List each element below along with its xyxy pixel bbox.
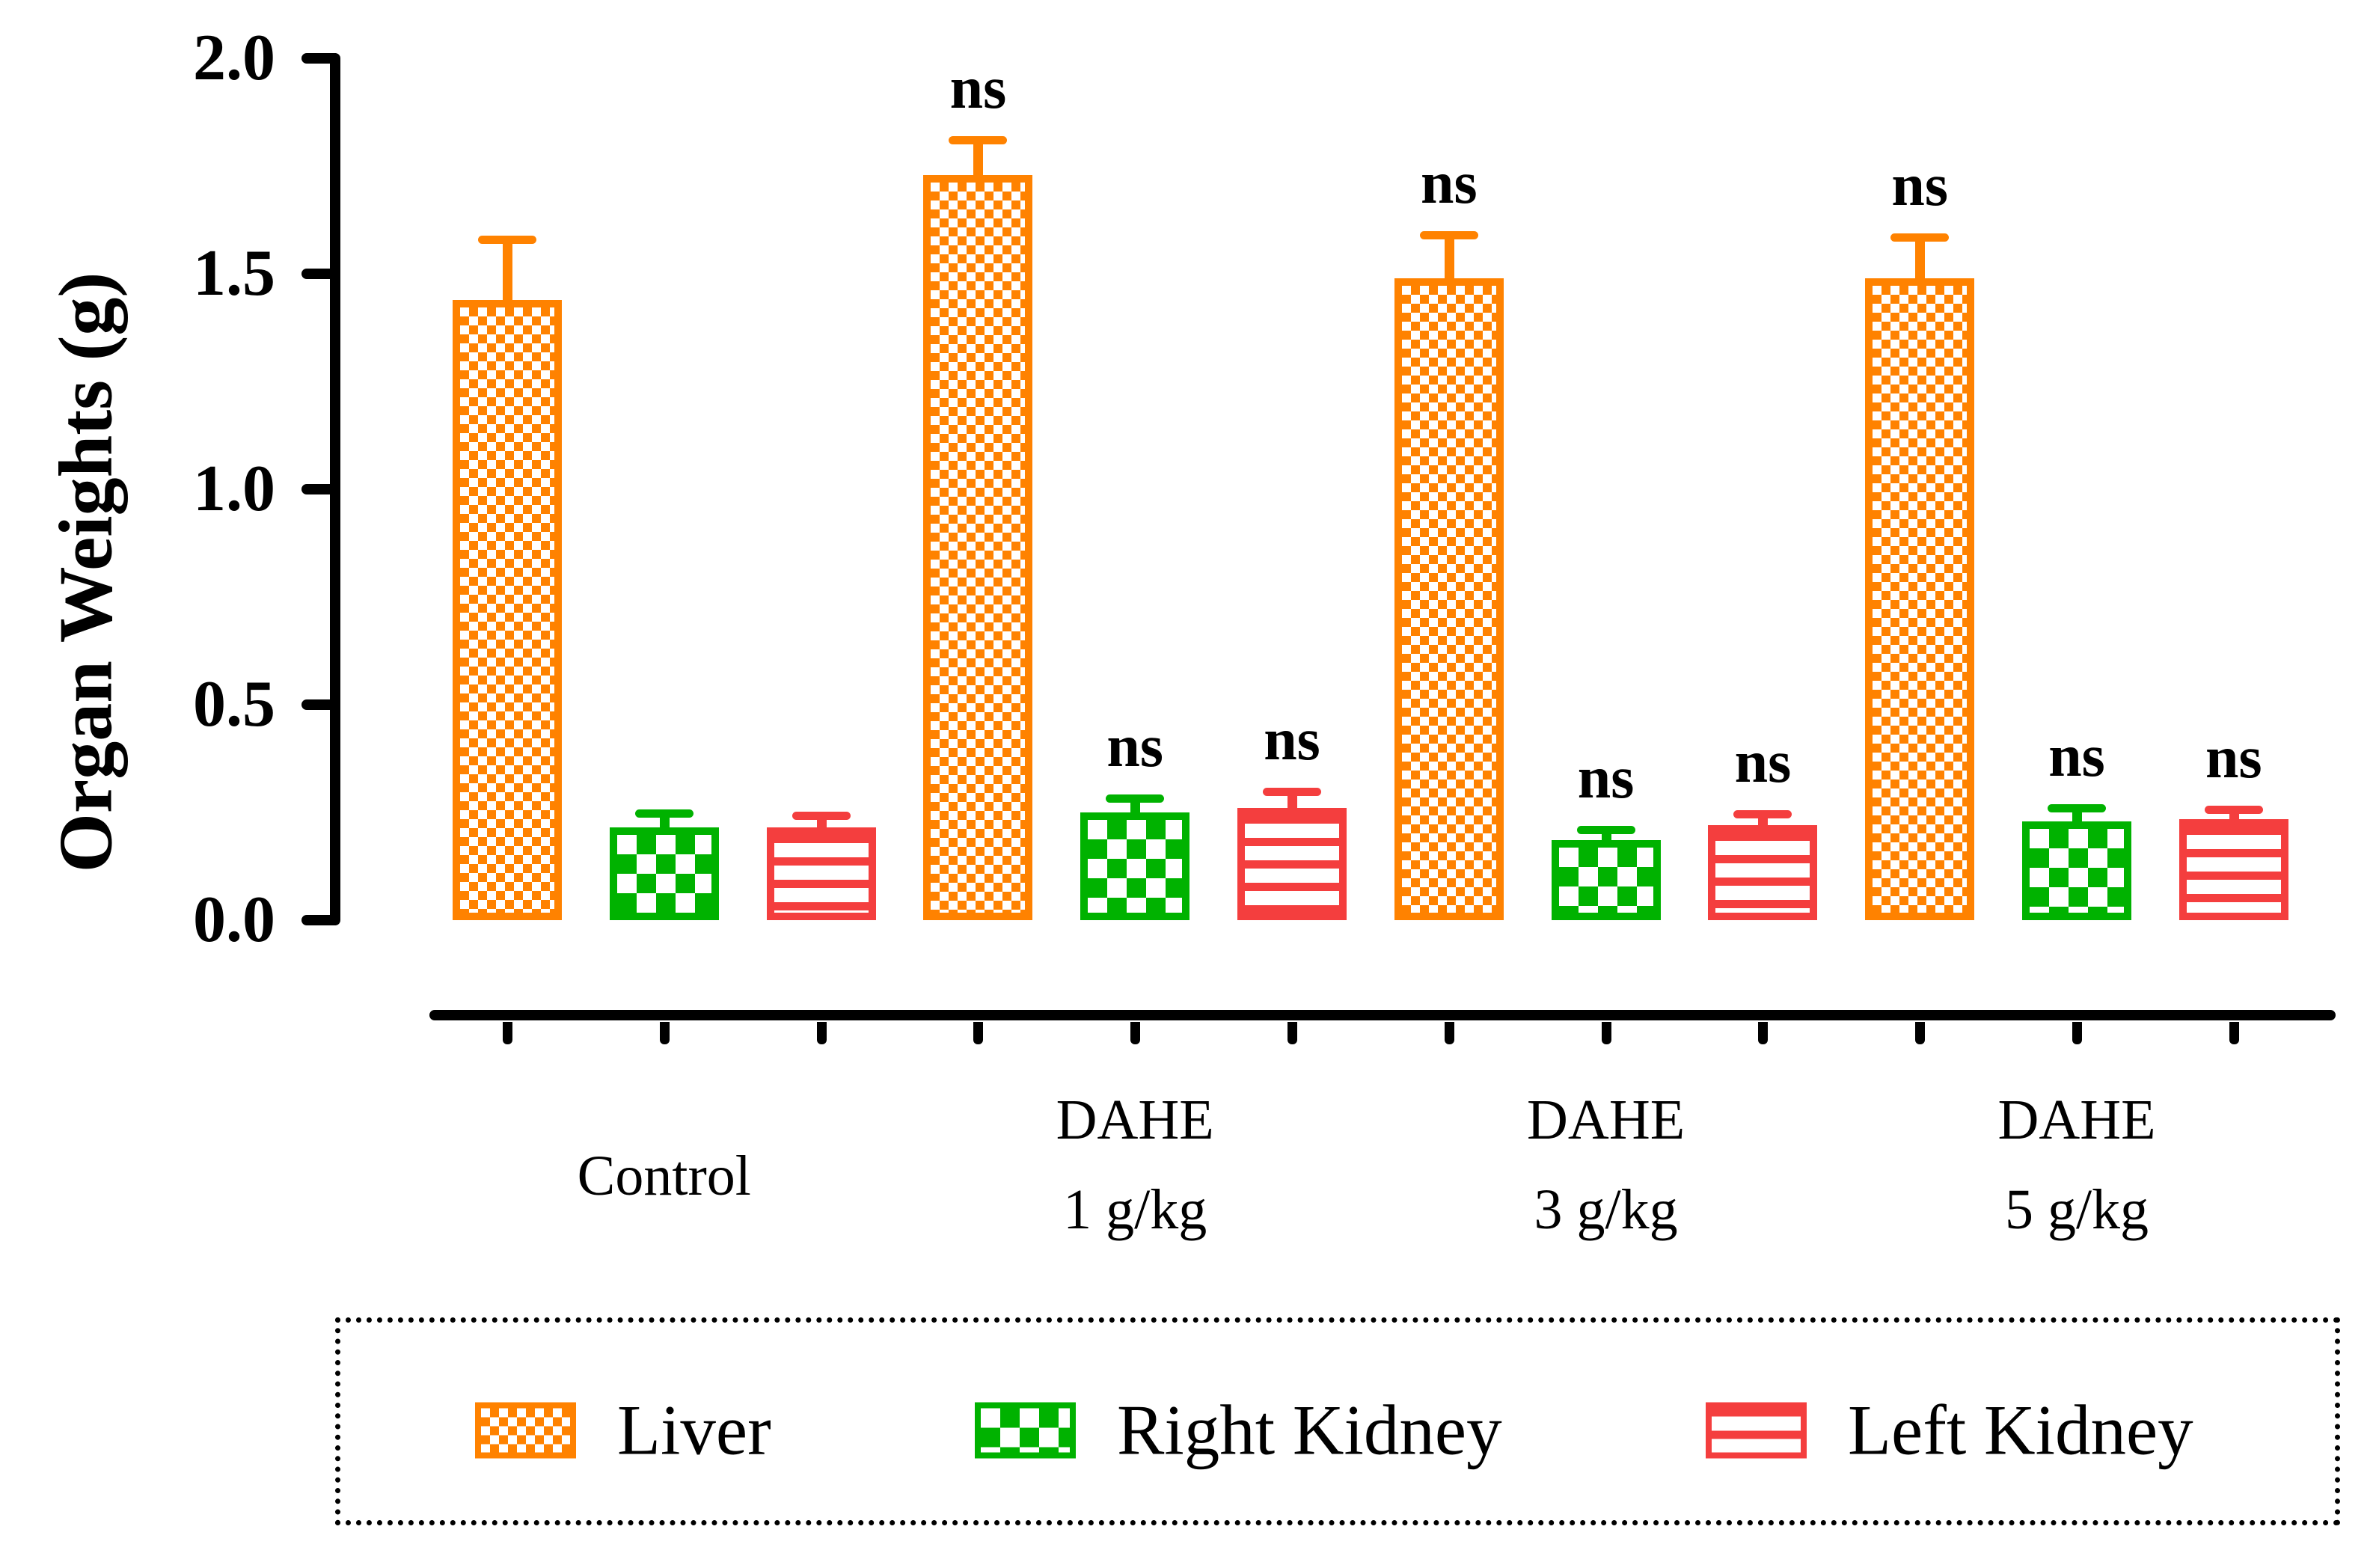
x-axis-tick: [659, 1022, 670, 1044]
bar-right-kidney: [1551, 840, 1661, 920]
left-kidney-swatch-icon: [1706, 1402, 1807, 1459]
error-bar-stem: [1758, 815, 1769, 832]
y-axis-tick: [301, 699, 336, 710]
error-bar-cap: [1890, 233, 1950, 242]
error-bar-cap: [1733, 810, 1792, 819]
bar-left-kidney: [1237, 808, 1347, 920]
legend-label-liver: Liver: [617, 1390, 771, 1470]
y-axis-tick: [301, 269, 336, 279]
error-bar-stem: [2229, 810, 2239, 825]
x-axis-tick: [1758, 1022, 1769, 1044]
error-bar-cap: [478, 235, 536, 244]
error-bar-cap: [949, 136, 1008, 145]
error-bar-stem: [1130, 800, 1141, 818]
error-bar-stem: [973, 141, 984, 181]
y-axis-tick: [301, 53, 336, 64]
y-tick-label: 1.5: [193, 237, 275, 310]
bar-liver: [1865, 278, 1975, 920]
group-label-dahe: DAHE: [1056, 1088, 1214, 1151]
error-bar-cap: [1106, 794, 1165, 803]
y-tick-label: 0.0: [193, 883, 275, 956]
bar-liver: [453, 300, 562, 920]
error-bar-cap: [1419, 230, 1478, 239]
legend-label-left-kidney: Left Kidney: [1848, 1390, 2193, 1470]
error-bar-stem: [503, 240, 512, 306]
x-axis-tick: [1130, 1022, 1141, 1044]
x-axis-tick: [1915, 1022, 1926, 1044]
ns-annotation: ns: [2205, 724, 2262, 791]
bar-liver: [923, 175, 1033, 920]
error-bar-stem: [2072, 809, 2082, 827]
error-bar-cap: [2204, 805, 2263, 814]
bar-left-kidney: [766, 827, 876, 920]
ns-annotation: ns: [1420, 150, 1478, 216]
liver-swatch-icon: [475, 1402, 576, 1459]
y-axis-tick: [301, 484, 336, 494]
ns-annotation: ns: [1734, 729, 1792, 796]
x-axis-tick: [2229, 1022, 2239, 1044]
y-tick-label: 1.0: [193, 453, 275, 525]
legend-entry-right-kidney: Right Kidney: [975, 1390, 1502, 1470]
ns-annotation: ns: [1577, 744, 1635, 811]
legend-entry-left-kidney: Left Kidney: [1706, 1390, 2193, 1470]
x-axis-tick: [503, 1022, 512, 1044]
bar-right-kidney: [2022, 821, 2131, 920]
error-bar-stem: [1601, 830, 1611, 847]
bar-liver: [1394, 278, 1504, 920]
error-bar-stem: [659, 814, 670, 834]
ns-annotation: ns: [949, 55, 1007, 122]
error-bar-cap: [634, 809, 693, 818]
right-kidney-swatch-icon: [975, 1402, 1076, 1459]
group-label-dose: 5 g/kg: [2004, 1178, 2149, 1241]
x-axis-tick: [2072, 1022, 2082, 1044]
legend-entry-liver: Liver: [475, 1390, 771, 1470]
ns-annotation: ns: [1106, 714, 1163, 780]
group-label-dahe: DAHE: [1527, 1088, 1685, 1151]
x-axis-tick: [816, 1022, 827, 1044]
legend-box: Liver Right Kidney Left Kidney: [335, 1317, 2340, 1525]
error-bar-stem: [816, 816, 827, 834]
y-axis-tick: [301, 915, 336, 925]
error-bar-stem: [1444, 236, 1454, 284]
error-bar-cap: [1263, 788, 1321, 797]
y-tick-label: 0.5: [193, 668, 275, 741]
error-bar-stem: [1915, 238, 1926, 284]
x-axis-line: [429, 1010, 2336, 1020]
x-axis-tick: [1444, 1022, 1454, 1044]
ns-annotation: ns: [2048, 723, 2105, 789]
bar-right-kidney: [1080, 812, 1190, 920]
ns-annotation: ns: [1891, 152, 1948, 218]
x-axis-tick: [1601, 1022, 1611, 1044]
y-axis-title: Organ Weights (g): [43, 272, 129, 873]
error-bar-cap: [792, 811, 851, 820]
group-label-dose: 1 g/kg: [1063, 1178, 1207, 1241]
group-label-control: Control: [577, 1145, 751, 1207]
error-bar-stem: [1287, 793, 1297, 815]
y-tick-label: 2.0: [193, 22, 275, 94]
ns-annotation: ns: [1264, 707, 1320, 774]
x-axis-tick: [1287, 1022, 1297, 1044]
bar-right-kidney: [609, 827, 719, 920]
group-label-dose: 3 g/kg: [1534, 1178, 1678, 1241]
error-bar-cap: [1576, 825, 1635, 834]
bar-left-kidney: [1708, 825, 1818, 920]
legend-label-right-kidney: Right Kidney: [1117, 1390, 1502, 1470]
error-bar-cap: [2048, 804, 2106, 812]
x-axis-tick: [973, 1022, 984, 1044]
group-label-dahe: DAHE: [1997, 1088, 2156, 1151]
bar-left-kidney: [2178, 819, 2288, 920]
